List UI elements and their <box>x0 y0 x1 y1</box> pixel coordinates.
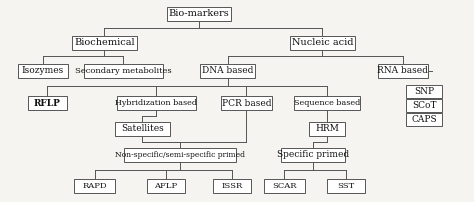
FancyBboxPatch shape <box>406 85 442 98</box>
FancyBboxPatch shape <box>406 113 442 126</box>
FancyBboxPatch shape <box>309 122 345 136</box>
Text: Secondary metabolites: Secondary metabolites <box>75 67 172 75</box>
Text: PCR based: PCR based <box>222 99 271 108</box>
Text: DNA based: DNA based <box>202 66 253 75</box>
Text: RNA based: RNA based <box>377 66 428 75</box>
FancyBboxPatch shape <box>281 148 345 162</box>
FancyBboxPatch shape <box>115 122 170 136</box>
Text: Bio-markers: Bio-markers <box>169 9 229 18</box>
Text: SCoT: SCoT <box>412 101 437 110</box>
FancyBboxPatch shape <box>221 96 272 110</box>
Text: RFLP: RFLP <box>34 99 61 108</box>
Text: RAPD: RAPD <box>82 182 107 190</box>
FancyBboxPatch shape <box>72 36 137 50</box>
FancyBboxPatch shape <box>147 179 185 193</box>
FancyBboxPatch shape <box>327 179 365 193</box>
Text: HRM: HRM <box>315 124 339 134</box>
FancyBboxPatch shape <box>167 7 231 21</box>
Text: Hybridization based: Hybridization based <box>116 99 197 107</box>
Text: Sequence based: Sequence based <box>294 99 360 107</box>
Text: SCAR: SCAR <box>272 182 297 190</box>
FancyBboxPatch shape <box>74 179 115 193</box>
Text: AFLP: AFLP <box>155 182 177 190</box>
FancyBboxPatch shape <box>264 179 305 193</box>
Text: Non-specific/semi-specific primed: Non-specific/semi-specific primed <box>115 151 245 159</box>
Text: Isozymes: Isozymes <box>21 66 64 75</box>
Text: Nucleic acid: Nucleic acid <box>292 38 353 47</box>
FancyBboxPatch shape <box>290 36 355 50</box>
FancyBboxPatch shape <box>406 99 442 112</box>
FancyBboxPatch shape <box>200 64 255 78</box>
Text: SST: SST <box>337 182 355 190</box>
FancyBboxPatch shape <box>213 179 251 193</box>
Text: SNP: SNP <box>414 87 434 96</box>
Text: Biochemical: Biochemical <box>74 38 135 47</box>
FancyBboxPatch shape <box>84 64 163 78</box>
FancyBboxPatch shape <box>117 96 196 110</box>
FancyBboxPatch shape <box>293 96 360 110</box>
FancyBboxPatch shape <box>124 148 236 162</box>
FancyBboxPatch shape <box>378 64 428 78</box>
FancyBboxPatch shape <box>18 64 68 78</box>
FancyBboxPatch shape <box>28 96 66 110</box>
Text: Specific primed: Specific primed <box>277 150 349 159</box>
Text: ISSR: ISSR <box>222 182 243 190</box>
Text: CAPS: CAPS <box>411 115 437 124</box>
Text: Satellites: Satellites <box>121 124 164 134</box>
